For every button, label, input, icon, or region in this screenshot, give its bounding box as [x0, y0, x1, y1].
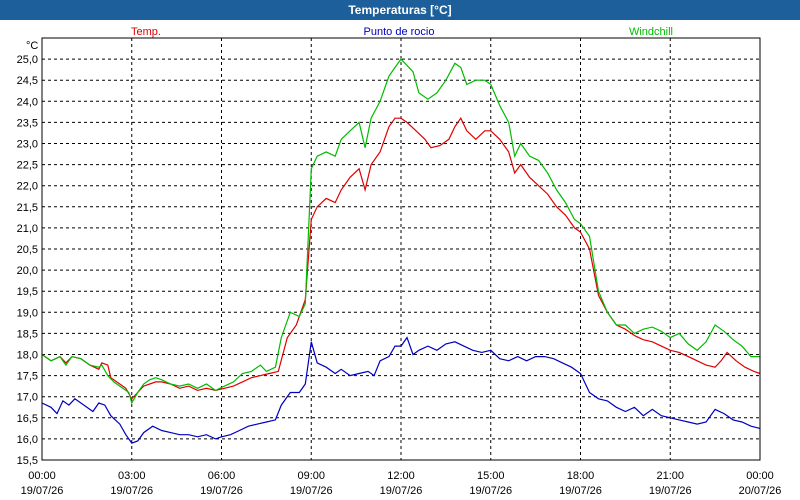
y-tick-label: 21,0: [17, 223, 38, 235]
legend-item: Punto de rocio: [364, 26, 435, 38]
x-tick-date: 19/07/26: [21, 485, 64, 497]
x-tick-date: 19/07/26: [649, 485, 692, 497]
y-tick-label: 18,0: [17, 350, 38, 362]
y-tick-label: 17,5: [17, 371, 38, 383]
x-tick-time: 18:00: [567, 470, 595, 482]
x-tick-time: 21:00: [656, 470, 684, 482]
x-tick-date: 19/07/26: [200, 485, 243, 497]
y-tick-label: 22,5: [17, 160, 38, 172]
x-tick-date: 19/07/26: [559, 485, 602, 497]
y-tick-label: 23,5: [17, 117, 38, 129]
y-tick-label: 21,5: [17, 202, 38, 214]
x-tick-time: 09:00: [297, 470, 325, 482]
y-tick-label: 23,0: [17, 139, 38, 151]
y-axis-label: °C: [26, 40, 38, 52]
x-tick-date: 19/07/26: [110, 485, 153, 497]
y-tick-label: 19,0: [17, 307, 38, 319]
grid: [42, 38, 760, 461]
legend-item: Windchill: [629, 26, 673, 38]
chart-title-bar: Temperaturas [°C]: [0, 0, 800, 20]
y-tick-label: 22,0: [17, 181, 38, 193]
x-tick-time: 00:00: [746, 470, 774, 482]
legend-item: Temp.: [131, 26, 161, 38]
series-line-windchill: [41, 58, 760, 405]
series-line-temp-: [41, 117, 761, 400]
plot-frame: [41, 37, 761, 461]
x-tick-time: 15:00: [477, 470, 505, 482]
y-tick-label: 24,0: [17, 96, 38, 108]
x-tick-date: 20/07/26: [739, 485, 782, 497]
chart-title: Temperaturas [°C]: [348, 3, 452, 17]
series-line-punto-de-rocio: [41, 336, 761, 444]
x-tick-time: 06:00: [208, 470, 236, 482]
x-tick-time: 12:00: [387, 470, 415, 482]
y-tick-label: 16,0: [17, 434, 38, 446]
x-tick-date: 19/07/26: [469, 485, 512, 497]
y-tick-label: 24,5: [17, 75, 38, 87]
y-tick-label: 17,0: [17, 392, 38, 404]
x-tick-date: 19/07/26: [380, 485, 423, 497]
legend: Temp. Punto de rocio Windchill: [131, 26, 673, 38]
y-tick-label: 25,0: [17, 54, 38, 66]
x-tick-time: 00:00: [28, 470, 56, 482]
x-axis-ticks: 00:00 19/07/26 03:00 19/07/26 06:00 19/07/26 0…: [21, 470, 782, 497]
y-axis-ticks: 15,5 16,0 16,5 17,0 17,5 18,0 18,5 19,0 19,5 20,0…: [17, 54, 38, 467]
y-tick-label: 19,5: [17, 286, 38, 298]
x-tick-time: 03:00: [118, 470, 146, 482]
y-tick-label: 15,5: [17, 455, 38, 467]
y-tick-label: 20,5: [17, 244, 38, 256]
y-tick-label: 20,0: [17, 265, 38, 277]
y-tick-label: 18,5: [17, 328, 38, 340]
y-tick-label: 16,5: [17, 413, 38, 425]
series-lines: [41, 58, 761, 444]
x-tick-date: 19/07/26: [290, 485, 333, 497]
